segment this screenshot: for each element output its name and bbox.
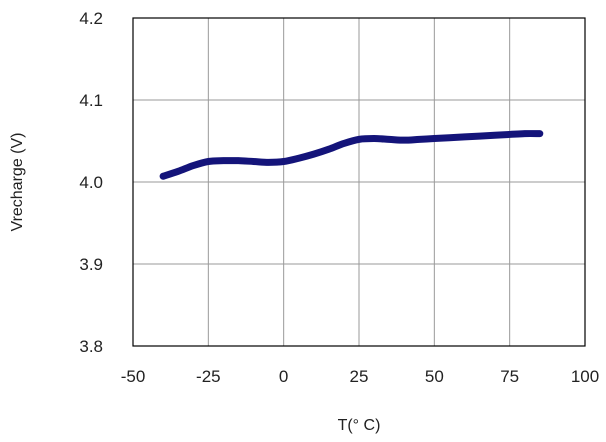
x-tick-label: -25 (196, 367, 221, 386)
x-axis-title: T(° C) (338, 417, 381, 434)
x-tick-label: 25 (350, 367, 369, 386)
y-axis-title: Vrecharge (V) (9, 133, 26, 232)
x-tick-label: 50 (425, 367, 444, 386)
x-tick-label: -50 (121, 367, 146, 386)
y-tick-label: 4.2 (79, 9, 103, 28)
series-line (159, 130, 544, 180)
grid-lines (132, 17, 586, 347)
y-tick-label: 3.8 (79, 337, 103, 356)
y-tick-label: 3.9 (79, 255, 103, 274)
y-tick-labels: 4.2 4.1 4.0 3.9 3.8 (79, 9, 103, 356)
x-tick-label: 0 (279, 367, 288, 386)
y-tick-label: 4.0 (79, 173, 103, 192)
y-tick-label: 4.1 (79, 91, 103, 110)
x-tick-label: 100 (571, 367, 599, 386)
x-tick-labels: -50 -25 0 25 50 75 100 (121, 367, 599, 386)
series-layer (159, 130, 544, 180)
x-tick-label: 75 (500, 367, 519, 386)
plot-frame (132, 17, 586, 347)
